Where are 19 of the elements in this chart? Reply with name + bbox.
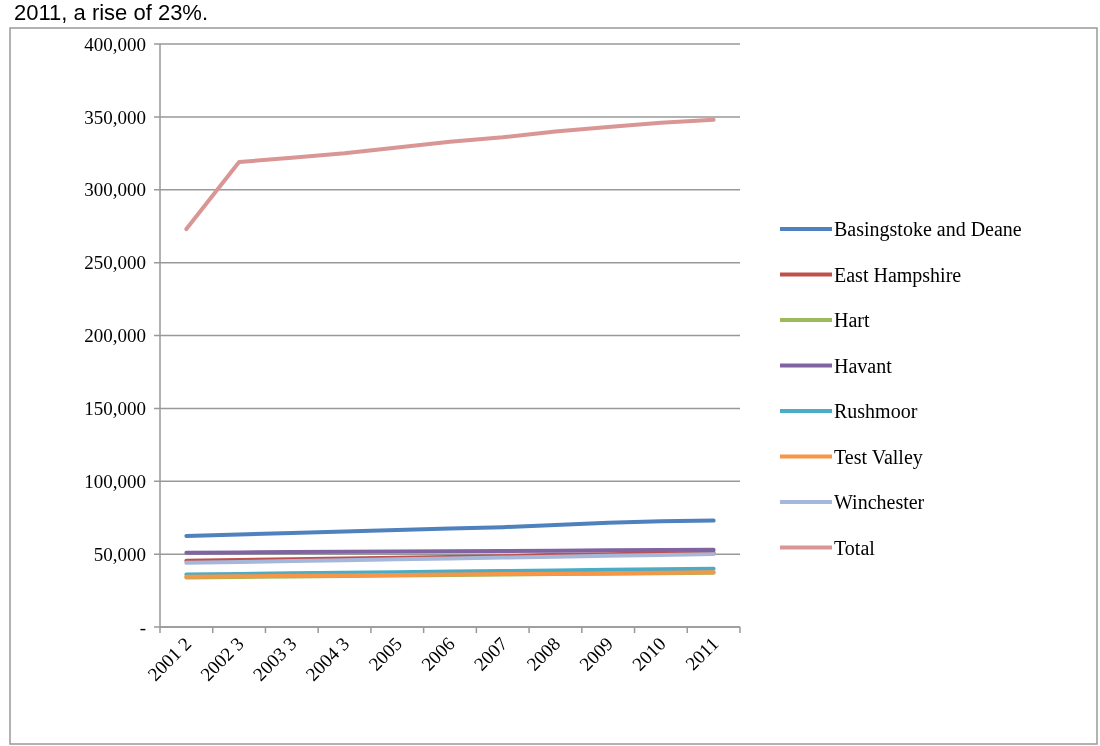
y-tick-label: 250,000 — [84, 252, 146, 274]
y-tick-label: 200,000 — [84, 325, 146, 347]
y-tick-label: 400,000 — [84, 33, 146, 55]
y-tick-label: 350,000 — [84, 106, 146, 128]
legend-label: Winchester — [834, 491, 925, 513]
x-tick-label: 2011 — [681, 632, 723, 675]
legend-label: Total — [834, 536, 876, 559]
text: 2011, a rise of 23%. — [14, 0, 209, 25]
legend-label: Hart — [834, 309, 870, 331]
legend-label: Basingstoke and Deane — [834, 218, 1022, 241]
legend-label: Rushmoor — [834, 400, 918, 422]
y-tick-label: 100,000 — [84, 470, 146, 492]
legend-label: Test Valley — [834, 445, 923, 469]
y-tick-label: - — [139, 616, 146, 638]
y-tick-label: 300,000 — [84, 179, 146, 201]
y-tick-label: 50,000 — [93, 543, 146, 565]
legend-label: East Hampshire — [834, 263, 962, 287]
y-tick-label: 150,000 — [84, 398, 146, 420]
legend-label: Havant — [834, 354, 893, 377]
